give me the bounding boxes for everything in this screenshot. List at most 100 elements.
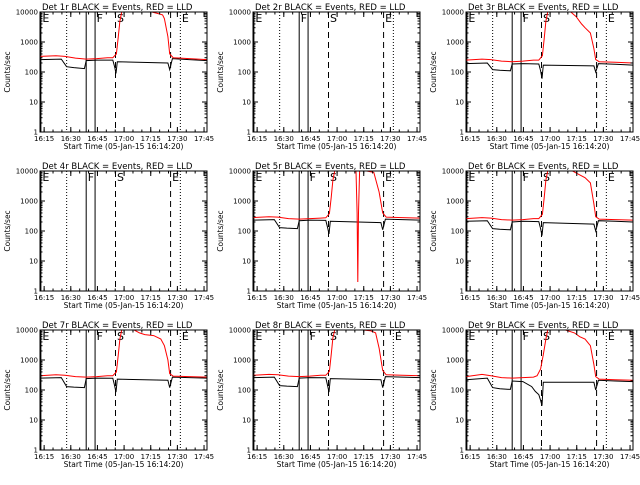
plot-frame [465,170,634,292]
events-series-line [466,377,633,406]
curves [40,12,207,74]
events-series-line [253,376,420,393]
y-tick-label: 10000 [229,327,251,335]
panel-title: Det 9r BLACK = Events, RED = LLD [468,321,619,331]
x-tick-label: 16:45 [300,294,320,302]
x-tick-label: 16:15 [247,453,267,461]
x-tick-label: 17:30 [167,135,187,143]
x-tick-label: 16:15 [460,453,480,461]
x-tick-label: 17:00 [114,135,134,143]
marker-label: E [42,12,49,25]
x-tick-label: 17:00 [327,453,347,461]
x-tick-label: 16:15 [460,135,480,143]
y-tick-label: 10 [242,417,251,425]
events-series-line [40,58,207,74]
y-axis-title: Counts/sec [429,369,438,410]
curves [466,330,633,406]
marker-label: S [117,171,124,184]
plot-frame [39,329,208,451]
x-tick-label: 17:15 [354,294,374,302]
y-tick-label: 1000 [20,198,38,206]
y-axis-title: Counts/sec [3,51,12,92]
x-tick-label: 16:45 [513,294,533,302]
lld-series-line [466,12,633,64]
x-tick-label: 16:30 [487,294,507,302]
x-axis-title: Start Time (05-Jan-15 16:14:20) [64,142,184,151]
x-tick-label: 17:00 [114,294,134,302]
events-series-line [466,220,633,236]
x-axis-title: Start Time (05-Jan-15 16:14:20) [277,142,397,151]
y-tick-label: 100 [25,69,38,77]
x-tick-label: 16:15 [34,135,54,143]
y-tick-label: 1000 [446,198,464,206]
x-tick-label: 17:45 [194,294,214,302]
panel-title: Det 7r BLACK = Events, RED = LLD [42,321,193,331]
curves [253,171,420,283]
y-tick-label: 100 [25,228,38,236]
x-tick-label: 17:45 [407,294,427,302]
plot-frame [252,11,421,133]
x-tick-label: 17:45 [407,135,427,143]
x-tick-label: 17:15 [141,135,161,143]
y-tick-label: 100 [451,228,464,236]
marker-label: E [42,171,49,184]
marker-label: F [97,330,103,343]
y-tick-label: 1 [34,129,38,137]
y-tick-label: 10000 [16,9,38,17]
x-tick-label: 17:30 [380,294,400,302]
x-axis-title: Start Time (05-Jan-15 16:14:20) [277,460,397,469]
lld-series-line [40,330,207,378]
x-tick-label: 17:15 [141,294,161,302]
y-tick-label: 1 [460,447,464,455]
plot-frame [252,329,421,451]
marker-label: E [42,330,49,343]
curves [253,330,420,393]
marker-label: F [523,12,529,25]
y-tick-label: 1000 [233,357,251,365]
events-series-line [40,376,207,393]
x-tick-label: 17:15 [354,453,374,461]
x-tick-label: 17:30 [380,453,400,461]
marker-label: E [255,12,262,25]
marker-label: E [385,171,392,184]
x-tick-label: 17:00 [327,294,347,302]
x-axis-title: Start Time (05-Jan-15 16:14:20) [490,142,610,151]
x-tick-label: 17:15 [567,294,587,302]
x-tick-label: 16:30 [274,135,294,143]
x-tick-label: 17:00 [327,135,347,143]
y-tick-label: 1 [247,288,251,296]
y-tick-label: 10 [455,417,464,425]
x-axis-title: Start Time (05-Jan-15 16:14:20) [64,301,184,310]
plot-frame [465,329,634,451]
x-tick-label: 17:00 [540,294,560,302]
x-tick-label: 17:45 [620,135,640,143]
x-tick-label: 16:30 [487,135,507,143]
y-tick-label: 10 [242,99,251,107]
x-tick-label: 17:30 [593,453,613,461]
y-axis-title: Counts/sec [216,369,225,410]
y-tick-label: 10000 [16,327,38,335]
curves [40,330,207,393]
lld-series-line [466,171,633,221]
x-tick-label: 17:15 [354,135,374,143]
x-axis-title: Start Time (05-Jan-15 16:14:20) [277,301,397,310]
x-tick-label: 17:00 [540,453,560,461]
y-tick-label: 10000 [16,168,38,176]
y-tick-label: 10000 [442,168,464,176]
x-tick-label: 17:30 [167,453,187,461]
lld-series-line [40,12,207,61]
marker-label: E [172,171,179,184]
y-axis-title: Counts/sec [3,369,12,410]
y-axis-title: Counts/sec [429,210,438,251]
marker-label: E [255,330,262,343]
y-tick-label: 10000 [229,168,251,176]
x-tick-label: 17:45 [194,135,214,143]
x-tick-label: 17:30 [167,294,187,302]
y-axis-title: Counts/sec [429,51,438,92]
lld-series-line [253,330,420,378]
x-tick-label: 17:30 [380,135,400,143]
